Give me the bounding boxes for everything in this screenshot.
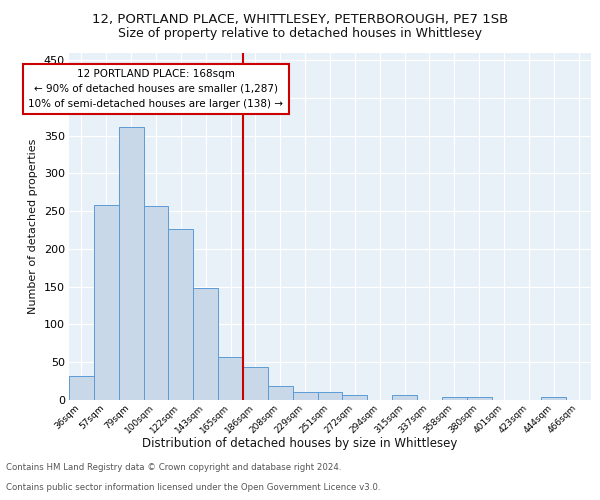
Text: Size of property relative to detached houses in Whittlesey: Size of property relative to detached ho…: [118, 28, 482, 40]
Bar: [268, 386, 293, 400]
Text: Contains public sector information licensed under the Open Government Licence v3: Contains public sector information licen…: [6, 484, 380, 492]
Bar: [392, 396, 417, 400]
Bar: [243, 367, 268, 400]
Text: Distribution of detached houses by size in Whittlesey: Distribution of detached houses by size …: [142, 438, 458, 450]
Bar: [169, 230, 193, 400]
Bar: [317, 392, 343, 400]
Bar: [541, 397, 566, 400]
Bar: [467, 397, 491, 400]
Bar: [193, 288, 218, 400]
Bar: [293, 392, 317, 400]
Bar: [119, 126, 143, 400]
Text: 12 PORTLAND PLACE: 168sqm
← 90% of detached houses are smaller (1,287)
10% of se: 12 PORTLAND PLACE: 168sqm ← 90% of detac…: [29, 69, 284, 108]
Y-axis label: Number of detached properties: Number of detached properties: [28, 138, 38, 314]
Bar: [94, 205, 119, 400]
Bar: [143, 206, 169, 400]
Bar: [218, 357, 243, 400]
Text: Contains HM Land Registry data © Crown copyright and database right 2024.: Contains HM Land Registry data © Crown c…: [6, 464, 341, 472]
Bar: [442, 397, 467, 400]
Text: 12, PORTLAND PLACE, WHITTLESEY, PETERBOROUGH, PE7 1SB: 12, PORTLAND PLACE, WHITTLESEY, PETERBOR…: [92, 12, 508, 26]
Bar: [343, 394, 367, 400]
Bar: [69, 376, 94, 400]
